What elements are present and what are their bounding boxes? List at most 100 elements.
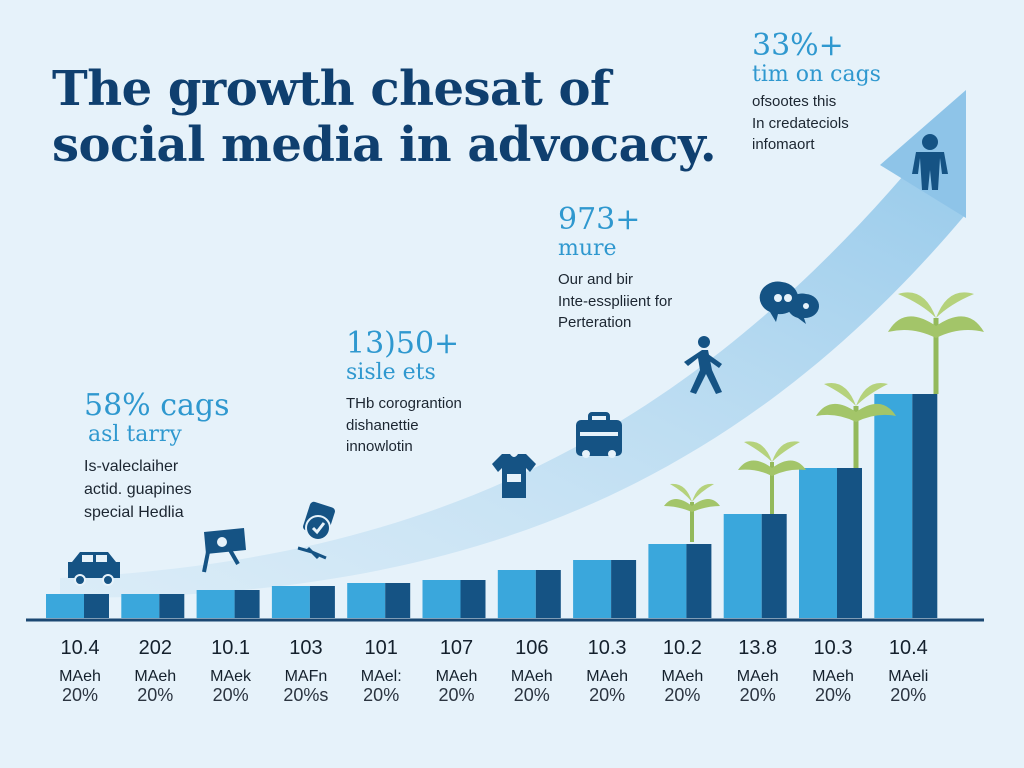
x-tick-percent-12: 20% bbox=[890, 685, 926, 705]
x-tick-unit-3: MAek bbox=[210, 668, 252, 685]
bars-group bbox=[46, 394, 938, 618]
bar-dark-8 bbox=[611, 560, 637, 618]
x-tick-unit-10: MAeh bbox=[737, 668, 779, 685]
x-tick-unit-4: MAFn bbox=[285, 668, 328, 685]
chat-bubbles-icon bbox=[759, 281, 820, 324]
callout-line: Inte-esspliient for bbox=[558, 292, 673, 310]
bar-dark-5 bbox=[385, 583, 411, 618]
callout-line: actid. guapines bbox=[84, 480, 192, 498]
plant-icon bbox=[664, 483, 720, 542]
x-tick-value-12: 10.4 bbox=[889, 637, 928, 659]
callout-line: dishanettie bbox=[346, 416, 419, 434]
bar-dark-4 bbox=[309, 586, 335, 618]
x-tick-unit-12: MAeli bbox=[888, 668, 928, 685]
bar-light-12 bbox=[874, 394, 913, 618]
callout-description: Our and bir Inte-esspliient for Perterat… bbox=[558, 269, 672, 334]
bar-light-7 bbox=[497, 570, 536, 618]
x-tick-value-10: 13.8 bbox=[738, 637, 777, 659]
x-tick-percent-10: 20% bbox=[740, 685, 776, 705]
x-tick-percent-9: 20% bbox=[664, 685, 700, 705]
callout-subtitle: tim on cags bbox=[752, 61, 881, 87]
callout-line: Perteration bbox=[558, 314, 632, 332]
callout-subtitle: mure bbox=[558, 235, 617, 261]
bar-light-8 bbox=[573, 560, 612, 618]
callout-value: 58% cags bbox=[84, 388, 230, 423]
bar-dark-3 bbox=[234, 590, 260, 618]
bar-light-3 bbox=[196, 590, 235, 618]
x-tick-unit-9: MAeh bbox=[662, 668, 704, 685]
x-tick-value-11: 10.3 bbox=[814, 637, 853, 659]
title-line-1: The growth chesat of bbox=[52, 61, 611, 117]
callout-line: THb corograntion bbox=[346, 394, 462, 412]
bar-light-9 bbox=[648, 544, 687, 618]
x-tick-unit-5: MAel: bbox=[361, 668, 402, 685]
x-tick-unit-7: MAeh bbox=[511, 668, 553, 685]
like-badge-icon bbox=[297, 501, 335, 560]
callout-description: THb corograntion dishanettie innowlotin bbox=[346, 393, 462, 458]
bar-dark-7 bbox=[535, 570, 561, 618]
bar-light-6 bbox=[422, 580, 461, 618]
bar-dark-10 bbox=[761, 514, 787, 618]
x-tick-value-9: 10.2 bbox=[663, 637, 702, 659]
x-tick-value-2: 202 bbox=[139, 637, 172, 659]
callout-line: Is-valeclaiher bbox=[84, 457, 179, 475]
tshirt-icon bbox=[492, 454, 536, 498]
car-icon bbox=[68, 552, 120, 586]
bar-light-10 bbox=[723, 514, 762, 618]
bar-dark-11 bbox=[837, 468, 862, 618]
x-tick-percent-7: 20% bbox=[514, 685, 550, 705]
bar-dark-12 bbox=[912, 394, 938, 618]
callout-1: 58% cags asl tarry Is-valeclaiher actid.… bbox=[84, 390, 230, 524]
callout-value: 13)50+ bbox=[346, 326, 460, 361]
plant-icon bbox=[816, 382, 896, 468]
callout-description: ofsootes this In credateciols infomaort bbox=[752, 91, 881, 156]
bar-light-1 bbox=[46, 594, 84, 618]
flag-icon bbox=[202, 528, 246, 573]
x-tick-value-7: 106 bbox=[515, 637, 548, 659]
x-tick-percent-11: 20% bbox=[815, 685, 851, 705]
x-tick-value-6: 107 bbox=[440, 637, 473, 659]
chart-title: The growth chesat of social media in adv… bbox=[52, 61, 717, 173]
person-icon bbox=[912, 134, 948, 190]
x-tick-percent-4: 20%s bbox=[283, 685, 328, 705]
x-tick-value-5: 101 bbox=[365, 637, 398, 659]
x-tick-unit-2: MAeh bbox=[134, 668, 176, 685]
bar-dark-6 bbox=[460, 580, 486, 618]
callout-line: innowlotin bbox=[346, 438, 413, 456]
callout-line: Our and bir bbox=[558, 270, 634, 288]
title-line-2: social media in advocacy. bbox=[52, 116, 717, 173]
x-tick-percent-3: 20% bbox=[213, 685, 249, 705]
bar-dark-2 bbox=[159, 594, 185, 618]
x-tick-percent-8: 20% bbox=[589, 685, 625, 705]
callout-subtitle: asl tarry bbox=[88, 421, 182, 447]
bar-dark-1 bbox=[84, 594, 109, 618]
x-tick-percent-2: 20% bbox=[137, 685, 173, 705]
x-tick-value-8: 10.3 bbox=[588, 637, 627, 659]
x-tick-value-1: 10.4 bbox=[61, 637, 100, 659]
x-tick-unit-1: MAeh bbox=[59, 668, 101, 685]
callout-line: infomaort bbox=[752, 136, 815, 154]
x-tick-unit-11: MAeh bbox=[812, 668, 854, 685]
x-tick-value-4: 103 bbox=[289, 637, 322, 659]
bar-light-11 bbox=[799, 468, 837, 618]
x-axis-labels: 10.4MAeh20%202MAeh20%10.1MAek20%103MAFn2… bbox=[59, 637, 928, 705]
callout-3: 973+ mure Our and bir Inte-esspliient fo… bbox=[558, 204, 672, 334]
plant-icon bbox=[738, 441, 806, 514]
x-tick-unit-6: MAeh bbox=[436, 668, 478, 685]
callout-value: 33%+ bbox=[752, 28, 844, 63]
callout-4: 33%+ tim on cags ofsootes this In credat… bbox=[752, 30, 881, 156]
bar-light-4 bbox=[271, 586, 310, 618]
callout-line: special Hedlia bbox=[84, 504, 184, 522]
callout-description: Is-valeclaiher actid. guapines special H… bbox=[84, 455, 230, 525]
callout-line: ofsootes this bbox=[752, 92, 837, 110]
bar-light-5 bbox=[347, 583, 386, 618]
callout-line: In credateciols bbox=[752, 114, 849, 132]
growth-arrow bbox=[60, 150, 965, 598]
x-tick-unit-8: MAeh bbox=[586, 668, 628, 685]
x-tick-value-3: 10.1 bbox=[211, 637, 250, 659]
callout-value: 973+ bbox=[558, 202, 641, 237]
x-tick-percent-1: 20% bbox=[62, 685, 98, 705]
bar-light-2 bbox=[121, 594, 160, 618]
callout-subtitle: sisle ets bbox=[346, 359, 436, 385]
